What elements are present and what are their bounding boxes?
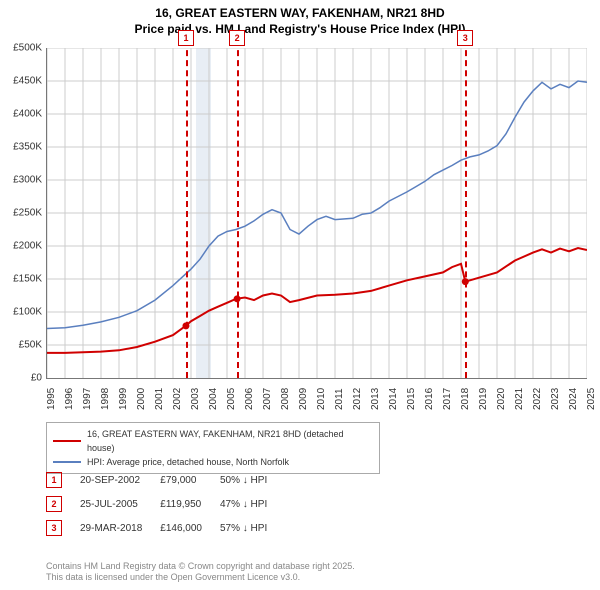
y-tick-label: £0 — [31, 373, 42, 384]
title-line2: Price paid vs. HM Land Registry's House … — [0, 22, 600, 38]
x-tick-label: 2021 — [514, 388, 525, 410]
chart-svg — [47, 48, 587, 378]
chart-plot-area: 123 — [46, 48, 587, 379]
x-tick-label: 2009 — [298, 388, 309, 410]
y-tick-label: £150K — [13, 274, 42, 285]
marker-line — [465, 30, 467, 378]
x-tick-label: 2008 — [280, 388, 291, 410]
x-tick-label: 2014 — [388, 388, 399, 410]
x-tick-label: 2002 — [172, 388, 183, 410]
title-line1: 16, GREAT EASTERN WAY, FAKENHAM, NR21 8H… — [0, 6, 600, 22]
x-tick-label: 2003 — [190, 388, 201, 410]
marker-row: 3 29-MAR-2018£146,00057% ↓ HPI — [46, 516, 285, 540]
marker-badge: 3 — [46, 520, 62, 536]
x-tick-label: 1999 — [118, 388, 129, 410]
marker-row: 2 25-JUL-2005£119,95047% ↓ HPI — [46, 492, 285, 516]
x-tick-label: 2018 — [460, 388, 471, 410]
x-tick-label: 2007 — [262, 388, 273, 410]
legend-row-hpi: HPI: Average price, detached house, Nort… — [53, 455, 373, 469]
legend-swatch-hpi — [53, 461, 81, 463]
x-tick-label: 2019 — [478, 388, 489, 410]
y-tick-label: £450K — [13, 76, 42, 87]
x-tick-label: 1998 — [100, 388, 111, 410]
y-tick-label: £400K — [13, 109, 42, 120]
x-tick-label: 2005 — [226, 388, 237, 410]
marker-price: £119,950 — [160, 492, 220, 516]
x-tick-label: 2010 — [316, 388, 327, 410]
x-tick-label: 2025 — [586, 388, 597, 410]
marker-label: 3 — [457, 30, 473, 46]
x-tick-label: 2024 — [568, 388, 579, 410]
y-tick-label: £50K — [19, 340, 42, 351]
x-tick-label: 2001 — [154, 388, 165, 410]
y-tick-label: £350K — [13, 142, 42, 153]
marker-label: 1 — [178, 30, 194, 46]
marker-date: 25-JUL-2005 — [80, 492, 160, 516]
footer-line1: Contains HM Land Registry data © Crown c… — [46, 561, 355, 573]
y-tick-label: £250K — [13, 208, 42, 219]
marker-date: 20-SEP-2002 — [80, 468, 160, 492]
x-tick-label: 2023 — [550, 388, 561, 410]
legend-swatch-price — [53, 440, 81, 442]
marker-line — [237, 30, 239, 378]
marker-badge: 1 — [46, 472, 62, 488]
legend: 16, GREAT EASTERN WAY, FAKENHAM, NR21 8H… — [46, 422, 380, 474]
marker-price: £146,000 — [160, 516, 220, 540]
footer: Contains HM Land Registry data © Crown c… — [46, 561, 355, 584]
marker-badge: 2 — [46, 496, 62, 512]
x-tick-label: 2020 — [496, 388, 507, 410]
x-tick-label: 2000 — [136, 388, 147, 410]
y-tick-label: £100K — [13, 307, 42, 318]
chart-title: 16, GREAT EASTERN WAY, FAKENHAM, NR21 8H… — [0, 0, 600, 37]
x-tick-label: 2016 — [424, 388, 435, 410]
x-tick-label: 2012 — [352, 388, 363, 410]
marker-delta: 57% ↓ HPI — [220, 516, 285, 540]
legend-label-hpi: HPI: Average price, detached house, Nort… — [87, 455, 289, 469]
legend-label-price: 16, GREAT EASTERN WAY, FAKENHAM, NR21 8H… — [87, 427, 373, 455]
y-tick-label: £500K — [13, 43, 42, 54]
marker-date: 29-MAR-2018 — [80, 516, 160, 540]
x-tick-label: 1995 — [46, 388, 57, 410]
marker-price: £79,000 — [160, 468, 220, 492]
x-tick-label: 2004 — [208, 388, 219, 410]
footer-line2: This data is licensed under the Open Gov… — [46, 572, 355, 584]
y-tick-label: £200K — [13, 241, 42, 252]
x-tick-label: 2022 — [532, 388, 543, 410]
x-tick-label: 2011 — [334, 388, 345, 410]
marker-table: 1 20-SEP-2002£79,00050% ↓ HPI 2 25-JUL-2005… — [46, 468, 586, 540]
marker-row: 1 20-SEP-2002£79,00050% ↓ HPI — [46, 468, 285, 492]
y-tick-label: £300K — [13, 175, 42, 186]
marker-delta: 47% ↓ HPI — [220, 492, 285, 516]
x-tick-label: 2017 — [442, 388, 453, 410]
legend-row-price: 16, GREAT EASTERN WAY, FAKENHAM, NR21 8H… — [53, 427, 373, 455]
marker-line — [186, 30, 188, 378]
marker-label: 2 — [229, 30, 245, 46]
x-tick-label: 2006 — [244, 388, 255, 410]
x-tick-label: 2013 — [370, 388, 381, 410]
x-tick-label: 1997 — [82, 388, 93, 410]
x-tick-label: 1996 — [64, 388, 75, 410]
x-tick-label: 2015 — [406, 388, 417, 410]
marker-delta: 50% ↓ HPI — [220, 468, 285, 492]
